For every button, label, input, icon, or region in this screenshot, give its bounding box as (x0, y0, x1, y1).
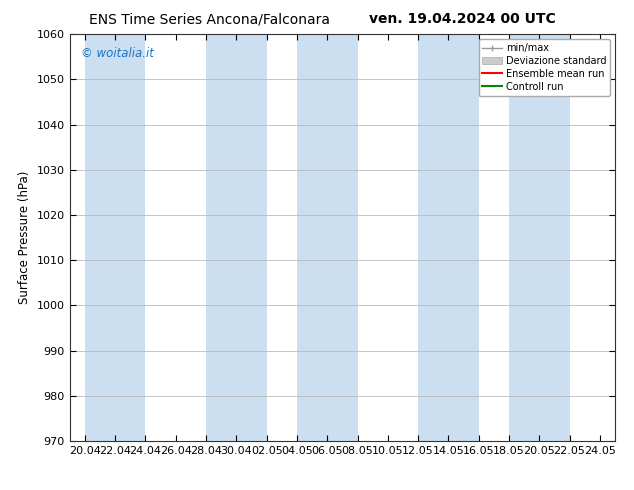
Text: ven. 19.04.2024 00 UTC: ven. 19.04.2024 00 UTC (370, 12, 556, 26)
Bar (297, 34, 358, 441)
Bar (85, 34, 145, 441)
Text: © woitalia.it: © woitalia.it (81, 47, 153, 59)
Bar (206, 34, 267, 441)
Bar (418, 34, 479, 441)
Y-axis label: Surface Pressure (hPa): Surface Pressure (hPa) (18, 171, 31, 304)
Legend: min/max, Deviazione standard, Ensemble mean run, Controll run: min/max, Deviazione standard, Ensemble m… (479, 39, 610, 96)
Bar (509, 34, 569, 441)
Text: ENS Time Series Ancona/Falconara: ENS Time Series Ancona/Falconara (89, 12, 330, 26)
